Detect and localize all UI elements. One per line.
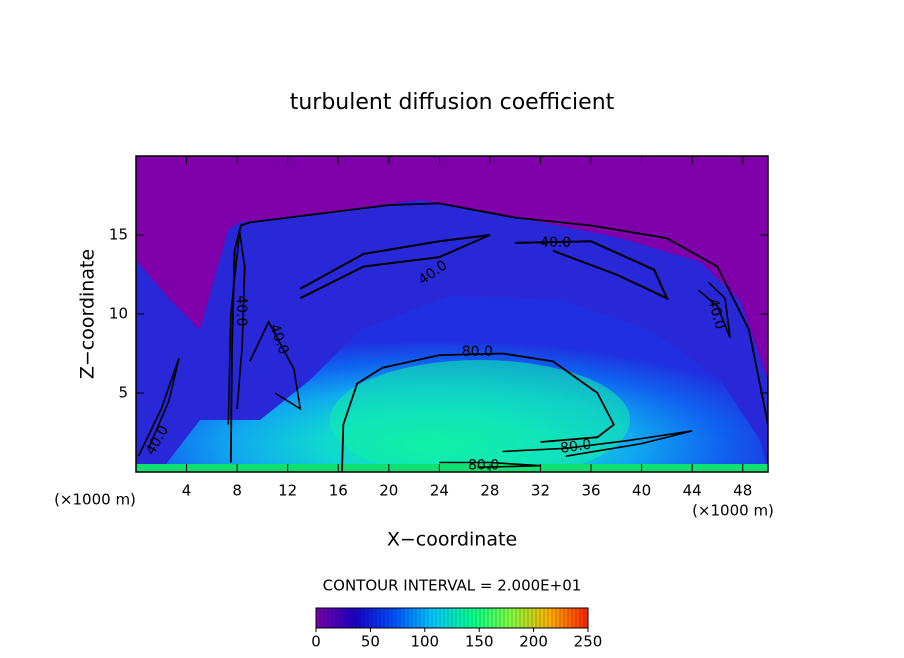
- x-unit: (×1000 m): [692, 502, 774, 520]
- x-tick-label: 44: [683, 482, 702, 500]
- contour-label: 40.0: [233, 295, 249, 326]
- x-tick-label: 12: [278, 482, 297, 500]
- x-tick-label: 32: [531, 482, 550, 500]
- plot-area: 40.040.040.040.040.040.080.080.080.0: [136, 156, 768, 474]
- colorbar-tick-label: 100: [410, 633, 439, 651]
- x-tick-label: 20: [379, 482, 398, 500]
- contour-line: [515, 240, 669, 301]
- contour-line: [249, 320, 302, 411]
- x-tick-label: 8: [232, 482, 242, 500]
- x-tick-label: 24: [430, 482, 449, 500]
- field-core: [330, 360, 630, 472]
- contour-line: [697, 281, 731, 338]
- contour-line: [502, 430, 693, 457]
- x-tick-label: 28: [480, 482, 499, 500]
- contour-line: [299, 234, 491, 300]
- contour-label: 40.0: [704, 297, 728, 331]
- contour-line: [229, 202, 768, 463]
- colorbar-tick-label: 150: [465, 633, 494, 651]
- contour-label: 80.0: [468, 458, 499, 474]
- chart-title: turbulent diffusion coefficient: [290, 90, 615, 115]
- contour-interval: CONTOUR INTERVAL = 2.000E+01: [323, 577, 582, 595]
- y-tick-label: 10: [109, 305, 128, 323]
- y-tick-label: 15: [109, 226, 128, 244]
- contour-line: [439, 461, 541, 469]
- contour-line: [227, 231, 246, 425]
- contour-label: 80.0: [462, 344, 493, 360]
- colorbar-tick-label: 50: [361, 633, 380, 651]
- y-unit: (×1000 m): [54, 491, 136, 509]
- x-tick-label: 16: [329, 482, 348, 500]
- colorbar-tick-label: 200: [519, 633, 548, 651]
- x-axis-label: X−coordinate: [387, 529, 517, 551]
- x-tick-label: 40: [632, 482, 651, 500]
- contour-line: [341, 352, 615, 472]
- colorbar-tick-label: 250: [574, 633, 603, 651]
- y-axis-label: Z−coordinate: [77, 249, 99, 379]
- colorbar-tick-label: 0: [311, 633, 321, 651]
- x-tick-label: 36: [581, 482, 600, 500]
- contour-line: [137, 357, 180, 457]
- field-surface: [136, 464, 768, 472]
- y-tick-label: 5: [118, 384, 128, 402]
- contour-label: 80.0: [559, 437, 592, 457]
- x-tick-label: 48: [733, 482, 752, 500]
- contour-label: 40.0: [540, 235, 571, 251]
- x-tick-label: 4: [182, 482, 192, 500]
